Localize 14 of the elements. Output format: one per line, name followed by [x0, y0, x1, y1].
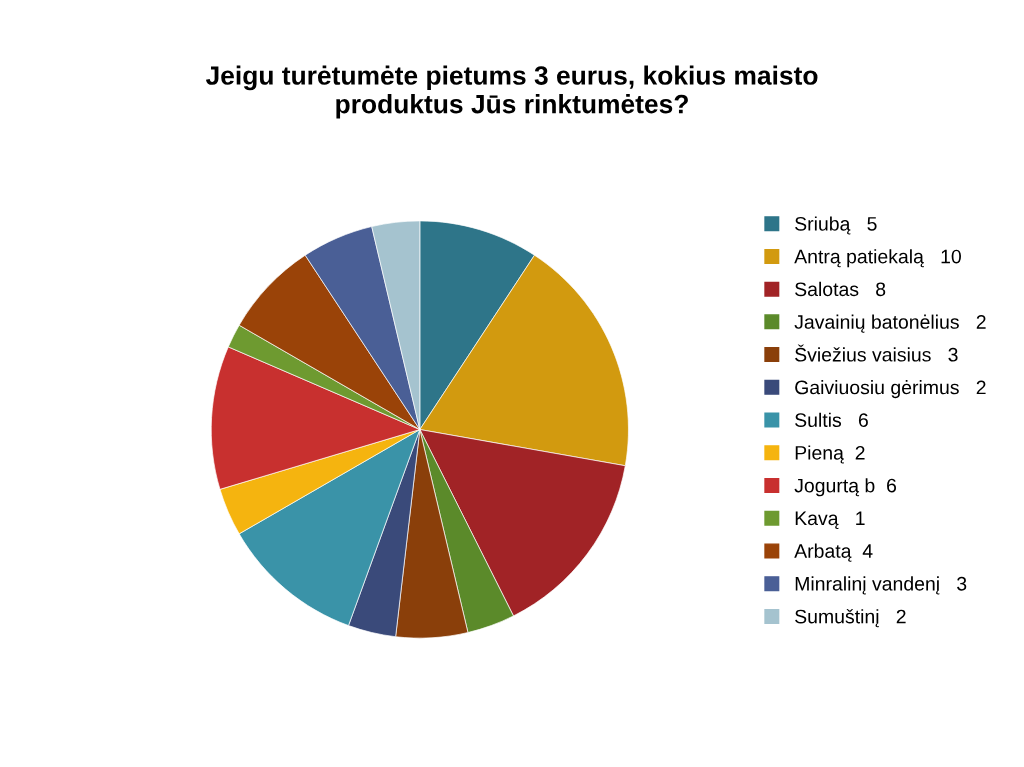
legend-label: Gaiviuosiu gėrimus 2	[795, 380, 986, 399]
legend-label: Šviežius vaisius 3	[795, 344, 958, 362]
legend-label: Minralinį vandenį 3	[795, 576, 967, 595]
legend-label: Sultis 6	[795, 412, 868, 428]
legend-label: Salotas 8	[795, 281, 886, 297]
legend-label: Antrą patiekalą 10	[794, 249, 961, 268]
chart-title: Jeigu turėtumėte pietums 3 eurus, kokius maisto produktus Jūs rinktumėtes?	[205, 65, 818, 119]
legend-label: Kavą 1	[795, 511, 865, 530]
legend-label: Pieną 2	[795, 445, 865, 464]
legend-label: Jogurtą b 6	[794, 478, 897, 497]
legend-label: Sriubą 5	[795, 216, 877, 235]
legend-label: Arbatą 4	[794, 543, 873, 562]
legend-label: Javainių batonėlius 2	[794, 314, 986, 333]
legend-label: Sumuštinį 2	[795, 609, 906, 628]
